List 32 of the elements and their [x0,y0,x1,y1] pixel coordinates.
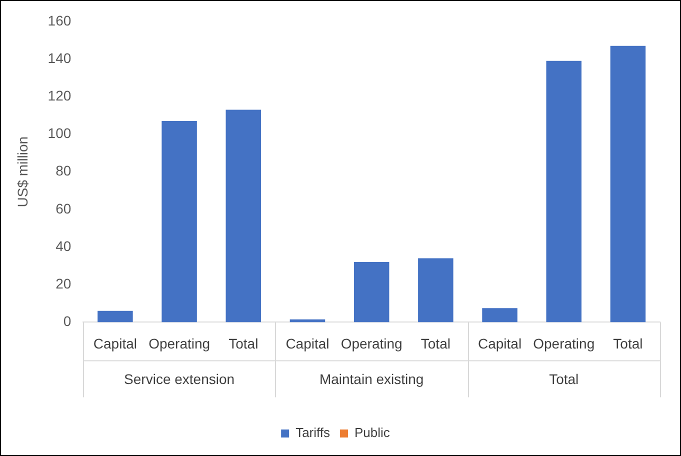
x-tick-label: Operating [340,335,402,352]
y-tick-label: 160 [48,12,72,28]
bar [98,310,133,322]
y-tick-label: 140 [48,50,72,66]
x-tick-label: Capital [478,335,522,352]
text: Total [549,371,579,388]
bar [162,121,197,322]
x-tick-label: Operating [533,335,595,352]
bar [610,46,646,322]
x-tick-label: Capital [93,335,137,352]
x-tick-label: Total [420,335,450,352]
y-tick-label: 120 [48,87,72,104]
legend-label: Tariffs [296,425,331,440]
text: Maintain existing [319,371,424,388]
bar [354,262,390,322]
y-axis-title: US$ million [14,136,30,208]
bar [418,258,454,322]
y-tick-label: 100 [48,125,72,142]
bar [546,60,582,322]
x-tick-label: Total [613,335,643,352]
x-tick-label: Capital [286,335,330,352]
y-tick-label: 80 [56,162,72,179]
y-tick-label: 40 [56,238,72,254]
text: Service extension [124,371,235,388]
bar [482,308,518,322]
x-tick-label: Total [228,335,258,352]
y-tick-label: 0 [63,313,72,330]
bar [226,110,262,322]
y-tick-label: 20 [56,275,72,292]
x-tick-label: Operating [148,335,210,352]
legend-label: Public [354,425,390,440]
y-tick-label: 60 [56,200,72,216]
